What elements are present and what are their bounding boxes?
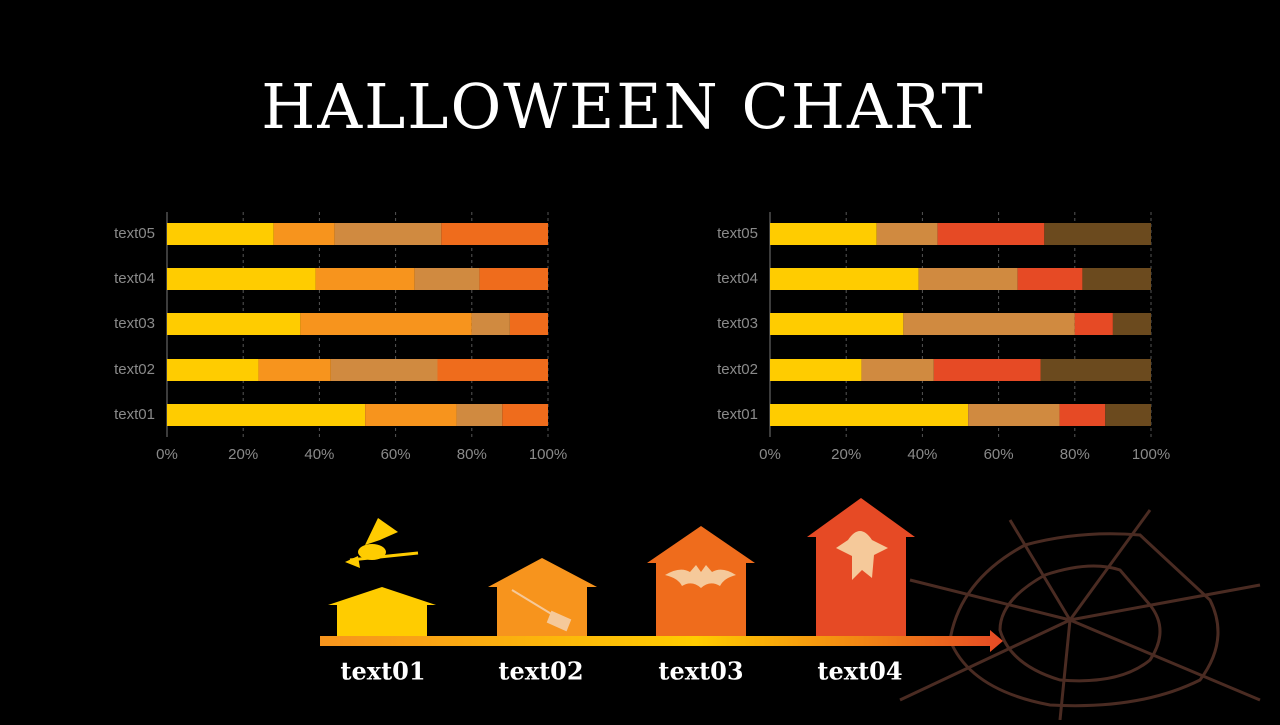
bar-segment (479, 268, 548, 290)
bar-segment (968, 404, 1060, 426)
x-tick-label: 80% (457, 446, 487, 463)
x-tick-label: 100% (529, 446, 567, 463)
bar-segment (330, 359, 438, 381)
bar-segment (770, 223, 877, 245)
bar-segment (167, 313, 301, 335)
bar-segment (456, 404, 503, 426)
bar-segment (918, 268, 1018, 290)
bar-segment (937, 223, 1045, 245)
chart: 0% 20% 40% 60% 80% 100% text01 text02 text03 text… (114, 212, 567, 463)
bar-segment (933, 359, 1041, 381)
x-tick-label: 100% (1132, 446, 1170, 463)
x-tick-label: 80% (1060, 446, 1090, 463)
bar-segment (502, 404, 548, 426)
y-tick-label: text01 (717, 406, 758, 423)
bar-segment (903, 313, 1075, 335)
timeline-label: text01 (340, 657, 425, 686)
y-tick-label: text02 (717, 361, 758, 378)
x-tick-label: 0% (156, 446, 178, 463)
bar-segment (300, 313, 472, 335)
x-tick-label: 40% (304, 446, 334, 463)
bar-segment (770, 268, 919, 290)
bar-segment (437, 359, 548, 381)
bar-segment (441, 223, 548, 245)
y-tick-label: text01 (114, 406, 155, 423)
timeline-label: text02 (498, 657, 583, 686)
y-tick-label: text05 (717, 225, 758, 242)
bar-segment (167, 268, 316, 290)
y-tick-label: text03 (114, 315, 155, 332)
bar-segment (167, 404, 366, 426)
bar-segment (167, 223, 274, 245)
x-tick-label: 20% (831, 446, 861, 463)
y-tick-label: text05 (114, 225, 155, 242)
y-tick-label: text03 (717, 315, 758, 332)
bar-segment (273, 223, 335, 245)
chart: 0% 20% 40% 60% 80% 100% text01 text02 text03 text… (717, 212, 1170, 463)
timeline-arrow (320, 630, 1003, 652)
x-tick-label: 60% (984, 446, 1014, 463)
ghost-icon (836, 531, 888, 580)
bat-icon (665, 565, 736, 588)
bar-segment (1082, 268, 1151, 290)
bar-segment (258, 359, 331, 381)
spider-web (899, 509, 1261, 721)
x-tick-label: 60% (381, 446, 411, 463)
bar-segment (414, 268, 480, 290)
timeline-label: text04 (817, 657, 902, 686)
bar-segment (1059, 404, 1106, 426)
bar-segment (365, 404, 457, 426)
y-tick-label: text04 (717, 270, 758, 287)
bar-segment (1112, 313, 1151, 335)
bar-segment (1017, 268, 1083, 290)
slide-title: HALLOWEEN CHART (261, 70, 984, 143)
bar-segment (509, 313, 548, 335)
y-tick-label: text02 (114, 361, 155, 378)
timeline-label: text03 (658, 657, 743, 686)
bar-segment (1040, 359, 1151, 381)
y-tick-label: text04 (114, 270, 155, 287)
bar-segment (334, 223, 442, 245)
x-tick-label: 40% (907, 446, 937, 463)
bar-segment (1105, 404, 1151, 426)
bar-segment (167, 359, 259, 381)
x-tick-label: 0% (759, 446, 781, 463)
bar-segment (1044, 223, 1151, 245)
witch-icon (345, 518, 419, 568)
bar-segment (876, 223, 938, 245)
x-tick-label: 20% (228, 446, 258, 463)
bar-segment (315, 268, 415, 290)
bar-segment (861, 359, 934, 381)
house-2 (488, 558, 597, 636)
bar-segment (770, 313, 904, 335)
broom-icon (511, 589, 572, 632)
bar-segment (770, 404, 969, 426)
bar-segment (471, 313, 510, 335)
bar-segment (770, 359, 862, 381)
bar-segment (1074, 313, 1113, 335)
house-1 (328, 587, 436, 636)
